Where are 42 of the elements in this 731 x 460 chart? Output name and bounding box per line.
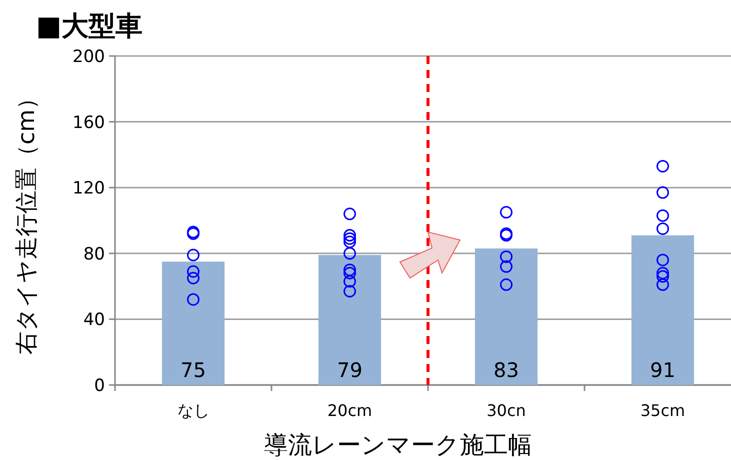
point xyxy=(656,186,669,199)
point xyxy=(656,266,669,280)
x-tick-label: 20cm xyxy=(327,401,372,420)
y-tick-label: 200 xyxy=(72,47,105,67)
point xyxy=(344,275,356,288)
point xyxy=(187,248,200,262)
point xyxy=(500,260,512,273)
point xyxy=(187,265,200,278)
y-axis-title: 右タイヤ走行位置（cm） xyxy=(14,86,40,355)
data-label: 79 xyxy=(337,358,362,382)
point xyxy=(500,206,512,219)
chart-title: ■大型車 xyxy=(36,11,143,42)
point xyxy=(344,284,356,298)
point xyxy=(344,266,356,280)
x-axis-title: 導流レーンマーク施工幅 xyxy=(264,431,532,459)
point xyxy=(656,278,669,291)
point xyxy=(344,232,356,245)
point xyxy=(656,222,669,235)
x-tick-label: なし xyxy=(177,401,210,420)
point xyxy=(344,247,356,260)
point xyxy=(344,264,356,276)
point xyxy=(344,229,356,242)
point xyxy=(656,160,669,172)
point xyxy=(187,272,200,284)
point xyxy=(656,209,669,222)
point xyxy=(344,208,356,220)
point xyxy=(500,250,512,263)
x-tick-label: 35cm xyxy=(640,401,686,420)
y-tick-label: 160 xyxy=(72,112,105,133)
y-tick-label: 40 xyxy=(83,310,105,330)
point xyxy=(344,236,356,248)
point xyxy=(656,254,669,266)
x-tick-label: 30cn xyxy=(486,401,526,420)
point xyxy=(656,270,669,283)
y-tick-label: 0 xyxy=(94,376,105,396)
point xyxy=(187,293,200,306)
data-label: 91 xyxy=(650,358,676,382)
y-tick-label: 120 xyxy=(72,178,105,199)
y-tick-label: 80 xyxy=(83,244,105,264)
point xyxy=(500,278,512,291)
data-label: 75 xyxy=(180,358,206,382)
data-label: 83 xyxy=(494,358,519,382)
